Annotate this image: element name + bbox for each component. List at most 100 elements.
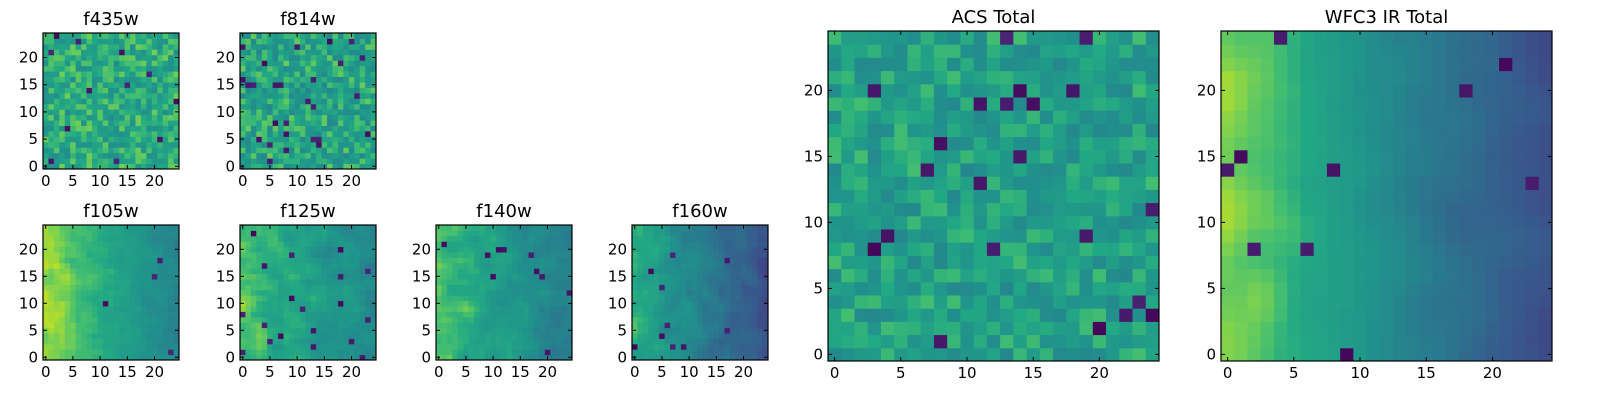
heatmap-cell — [490, 230, 497, 237]
heatmap-cell — [1340, 281, 1354, 296]
heatmap-cell — [436, 295, 442, 302]
heatmap-cell — [278, 81, 285, 88]
axes-frame — [42, 32, 180, 170]
heatmap-cell — [321, 257, 328, 264]
heatmap-cell — [59, 327, 66, 334]
heatmap-cell — [675, 354, 682, 361]
heatmap-cell — [124, 125, 131, 132]
heatmap-cell — [1119, 97, 1134, 111]
heatmap-cell — [102, 49, 109, 56]
heatmap-cell — [337, 322, 344, 329]
heatmap-cell — [1000, 83, 1014, 98]
heatmap-cell — [146, 246, 153, 253]
heatmap-cell — [299, 311, 306, 318]
heatmap-cell — [468, 311, 475, 318]
heatmap-cell — [151, 103, 158, 110]
heatmap-cell — [670, 246, 677, 253]
heatmap-cell — [272, 92, 279, 99]
heatmap-cell — [321, 284, 328, 291]
heatmap-cell — [272, 295, 279, 302]
heatmap-cell — [740, 230, 747, 237]
heatmap-cell — [1525, 334, 1540, 349]
heatmap-cell — [261, 38, 268, 45]
heatmap-cell — [539, 268, 546, 275]
heatmap-cell — [365, 268, 372, 275]
heatmap-cell — [267, 71, 274, 78]
heatmap-cell — [495, 343, 502, 350]
heatmap-cell — [245, 338, 252, 345]
heatmap-cell — [920, 321, 935, 336]
heatmap-cell — [1039, 189, 1054, 204]
heatmap-cell — [1379, 281, 1394, 296]
heatmap-cell — [245, 230, 252, 237]
heatmap-cell — [484, 262, 491, 269]
heatmap-cell — [523, 316, 529, 323]
heatmap-cell — [43, 343, 49, 350]
heatmap-cell — [973, 281, 988, 296]
heatmap-cell — [240, 262, 246, 269]
heatmap-cell — [1145, 255, 1160, 270]
heatmap-cell — [702, 354, 709, 361]
heatmap-cell — [670, 273, 677, 280]
heatmap-cell — [1300, 242, 1315, 256]
heatmap-cell — [675, 295, 682, 302]
heatmap-cell — [1273, 268, 1288, 283]
heatmap-cell — [316, 284, 323, 291]
heatmap-cell — [102, 60, 109, 67]
heatmap-cell — [162, 125, 169, 132]
heatmap-cell — [151, 338, 158, 345]
heatmap-cell — [920, 268, 935, 283]
heatmap-cell — [933, 255, 948, 270]
heatmap-cell — [305, 354, 312, 361]
heatmap-cell — [894, 347, 908, 362]
heatmap-cell — [130, 120, 136, 126]
heatmap-cell — [151, 54, 158, 61]
heatmap-cell — [310, 241, 317, 248]
heatmap-cell — [240, 125, 246, 132]
heatmap-cell — [278, 163, 285, 170]
heatmap-cell — [973, 268, 988, 283]
heatmap-cell — [294, 241, 301, 248]
heatmap-cell — [446, 230, 453, 237]
heatmap-cell — [920, 347, 935, 362]
heatmap-cell — [746, 354, 753, 361]
heatmap-cell — [343, 268, 350, 275]
heatmap-cell — [108, 333, 115, 339]
heatmap-cell — [457, 316, 464, 323]
heatmap-cell — [1066, 83, 1081, 98]
heatmap-cell — [947, 255, 961, 270]
heatmap-cell — [746, 235, 753, 242]
heatmap-cell — [740, 306, 747, 312]
heatmap-cell — [240, 311, 246, 318]
heatmap-cell — [1287, 215, 1301, 230]
heatmap-cell — [523, 225, 529, 231]
heatmap-cell — [343, 136, 350, 143]
heatmap-cell — [365, 333, 372, 339]
heatmap-cell — [240, 65, 246, 72]
heatmap-cell — [327, 273, 333, 280]
heatmap-cell — [97, 81, 104, 88]
heatmap-cell — [452, 289, 459, 296]
heatmap-cell — [637, 257, 644, 264]
heatmap-cell — [119, 273, 126, 280]
heatmap-cell — [288, 92, 295, 99]
heatmap-cell — [146, 252, 153, 258]
heatmap-cell — [168, 235, 175, 242]
heatmap-cell — [664, 230, 671, 237]
axes-frame — [239, 32, 377, 170]
heatmap-cell — [1525, 176, 1540, 190]
heatmap-cell — [659, 268, 666, 275]
heatmap-cell — [642, 338, 649, 345]
heatmap-cell — [348, 71, 355, 78]
heatmap-cell — [528, 343, 535, 350]
heatmap-cell — [337, 246, 344, 253]
heatmap-cell — [550, 311, 557, 318]
heatmap-cell — [947, 44, 961, 58]
heatmap-cell — [135, 343, 142, 350]
heatmap-cell — [1419, 176, 1434, 190]
heatmap-cell — [1366, 189, 1381, 204]
heatmap-cell — [370, 268, 377, 275]
heatmap-cell — [91, 43, 98, 50]
heatmap-cell — [75, 125, 82, 132]
